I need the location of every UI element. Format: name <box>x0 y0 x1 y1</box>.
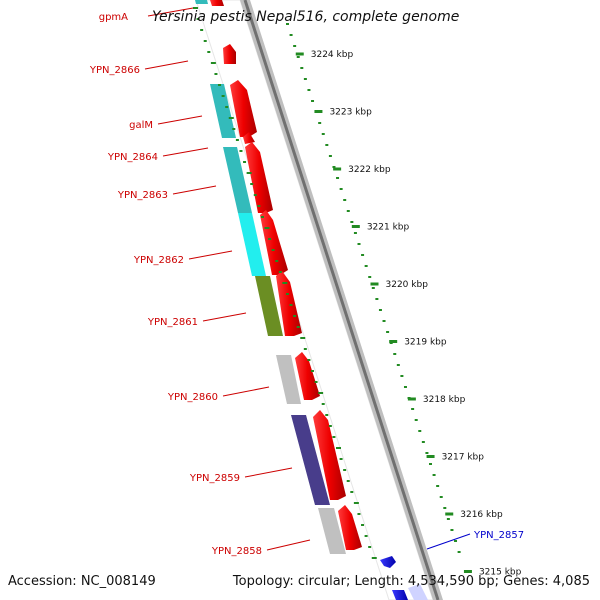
gene-leader-line <box>147 7 194 17</box>
backbone-line <box>243 0 440 600</box>
gene-label[interactable]: YPN_2864 <box>107 152 158 163</box>
scale-tick-label: 3218 kbp <box>423 395 466 405</box>
gene-leader-line <box>222 386 270 397</box>
scale-tick-label: 3219 kbp <box>404 338 447 348</box>
gene-arrow <box>276 271 302 336</box>
scale-tick-label: 3223 kbp <box>329 108 372 118</box>
gene-arrow <box>260 210 288 275</box>
scale-tick-label: 3215 kbp <box>479 568 522 578</box>
gene-leader-line <box>172 185 217 195</box>
gene-leader-line <box>244 467 293 478</box>
gene-leader-line <box>157 115 203 125</box>
gene-arrows-forward <box>380 556 428 600</box>
gene-arrow <box>245 142 273 213</box>
gene-arrows-reverse <box>210 0 362 550</box>
gene-label[interactable]: YPN_2866 <box>89 65 140 76</box>
gene-leader-line <box>188 250 233 260</box>
cog-band <box>318 508 346 554</box>
gene-leader-line <box>202 312 247 322</box>
gene-arrow <box>338 505 362 550</box>
gene-arrow <box>392 590 408 600</box>
scale-tick-label: 3221 kbp <box>367 223 410 233</box>
cog-band <box>195 0 208 4</box>
gene-label[interactable]: YPN_2857 <box>473 530 524 541</box>
gene-arrow <box>243 132 255 144</box>
scale-tick-label: 3224 kbp <box>311 50 354 60</box>
gene-leader-line <box>426 533 471 550</box>
topology-text: Topology: circular; Length: 4,534,590 bp… <box>232 574 590 589</box>
accession-text: Accession: NC_008149 <box>8 574 156 589</box>
gene-leader-line <box>162 147 209 157</box>
scale-tick-label: 3220 kbp <box>386 280 429 290</box>
gene-label[interactable]: YPN_2861 <box>147 317 198 328</box>
gene-arrow <box>295 352 320 400</box>
genome-title: Yersinia pestis Nepal516, complete genom… <box>152 9 460 25</box>
gene-arrow <box>380 556 396 568</box>
gene-label[interactable]: YPN_2859 <box>189 473 240 484</box>
gene-labels: gpmA YPN_2866 galM YPN_2864 YPN_2863 YPN_2862… <box>89 7 524 557</box>
gene-arrow <box>223 44 236 64</box>
gene-label[interactable]: galM <box>129 120 153 131</box>
scale-tick-label: 3217 kbp <box>442 453 485 463</box>
outer-ticks <box>286 23 461 553</box>
cog-band <box>238 213 266 276</box>
cog-band <box>291 415 330 505</box>
scale-tick-label: 3222 kbp <box>348 165 391 175</box>
gene-arrow <box>408 584 428 600</box>
gene-leader-line <box>266 539 311 551</box>
gene-label[interactable]: YPN_2862 <box>133 255 184 266</box>
cog-band <box>210 84 236 138</box>
gene-leader-line <box>144 60 189 70</box>
gene-label[interactable]: YPN_2858 <box>211 546 262 557</box>
scale-labels: 3224 kbp 3223 kbp 3222 kbp 3221 kbp 3220 kbp… <box>295 50 522 578</box>
gene-label[interactable]: gpmA <box>99 12 128 23</box>
cog-band <box>255 276 283 336</box>
cog-bands <box>195 0 346 554</box>
gene-arrow <box>230 80 257 137</box>
scale-tick-label: 3216 kbp <box>460 510 503 520</box>
gene-arrow <box>313 410 346 500</box>
gene-arrow <box>210 0 224 6</box>
gene-label[interactable]: YPN_2860 <box>167 392 218 403</box>
inner-ticks <box>193 7 377 559</box>
cog-band <box>223 147 252 213</box>
cog-band <box>276 355 301 404</box>
gene-label[interactable]: YPN_2863 <box>117 190 168 201</box>
